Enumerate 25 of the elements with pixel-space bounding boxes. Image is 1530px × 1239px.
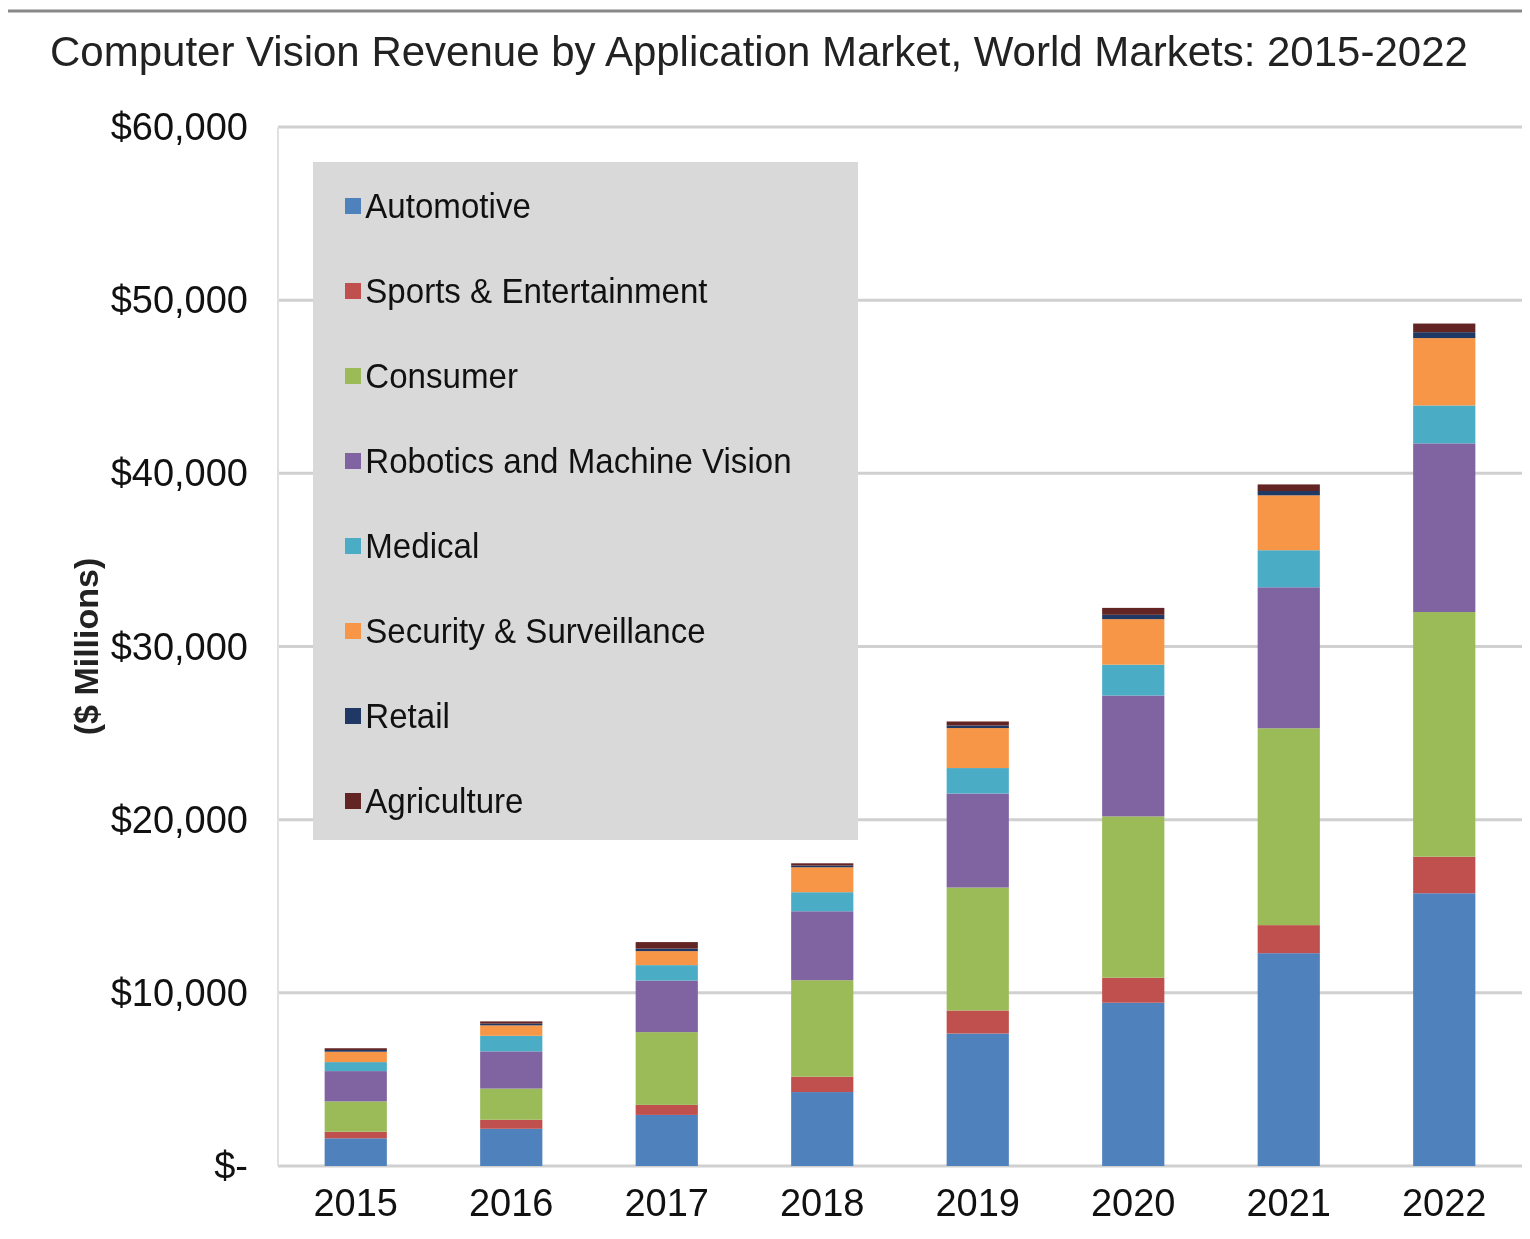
x-tick-label: 2020 <box>1090 1182 1176 1224</box>
y-tick-label: $50,000 <box>110 279 248 322</box>
y-tick-label: $- <box>214 1145 248 1187</box>
y-tick-label: $30,000 <box>110 625 248 668</box>
chart-title: Computer Vision Revenue by Application Market, World Markets: 2015-2022 <box>50 28 1468 75</box>
legend-label: Retail <box>365 696 450 736</box>
x-tick-label: 2017 <box>624 1182 710 1224</box>
legend-label: Consumer <box>365 356 518 396</box>
x-tick-label: 2018 <box>779 1182 865 1224</box>
y-tick-label: $20,000 <box>110 798 248 841</box>
y-tick-label: $40,000 <box>110 452 248 495</box>
legend-label: Security & Surveillance <box>365 611 706 651</box>
y-tick-label: $10,000 <box>110 971 248 1014</box>
x-tick-label: 2015 <box>313 1182 399 1224</box>
legend-label: Sports & Entertainment <box>365 271 708 311</box>
legend-label: Medical <box>365 526 480 566</box>
legend-label: Agriculture <box>365 781 524 821</box>
x-tick-label: 2016 <box>468 1182 554 1224</box>
legend-label: Robotics and Machine Vision <box>365 441 792 481</box>
y-tick-label: $60,000 <box>110 106 248 148</box>
legend-label: Automotive <box>365 186 531 226</box>
y-axis-title: ($ Millions) <box>67 557 105 736</box>
x-tick-label: 2022 <box>1401 1182 1487 1224</box>
x-tick-label: 2019 <box>935 1182 1021 1224</box>
x-tick-label: 2021 <box>1246 1182 1332 1224</box>
